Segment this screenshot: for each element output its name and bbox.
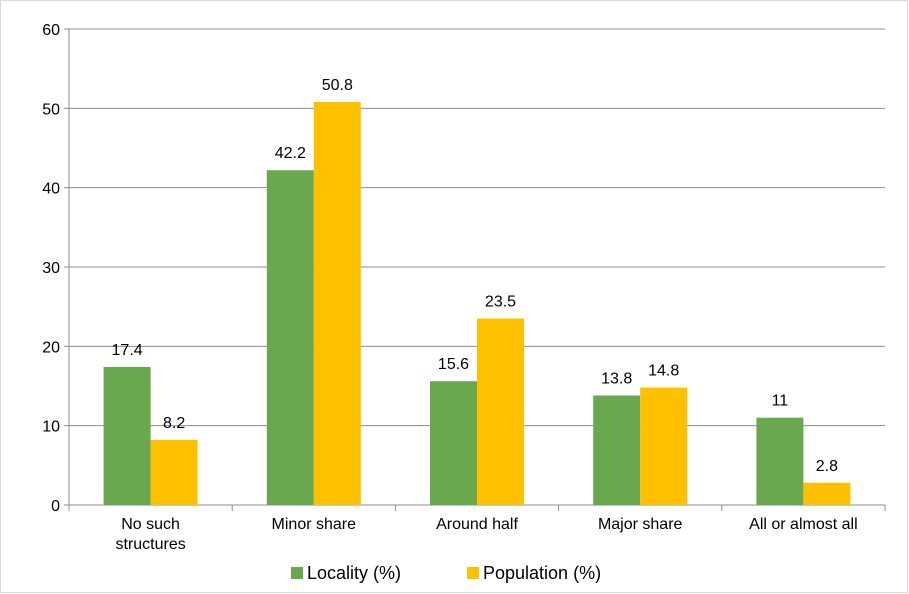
y-tick-label: 40 xyxy=(42,181,60,198)
data-label: 17.4 xyxy=(112,342,143,359)
bar-locality xyxy=(756,417,804,505)
y-tick-label: 20 xyxy=(42,339,60,356)
legend-swatch xyxy=(467,567,479,579)
bar-locality xyxy=(593,395,641,505)
bar-population xyxy=(803,482,851,505)
y-tick-label: 30 xyxy=(42,260,60,277)
data-label: 11 xyxy=(772,393,789,410)
bar-locality xyxy=(430,381,477,505)
data-label: 13.8 xyxy=(601,371,632,388)
x-tick-label: All or almost all xyxy=(749,516,857,533)
y-tick-label: 10 xyxy=(42,419,60,436)
data-label: 23.5 xyxy=(485,294,516,311)
bar-locality xyxy=(103,366,151,505)
data-label: 42.2 xyxy=(275,145,306,162)
bar-population xyxy=(640,387,688,505)
bar-locality xyxy=(266,170,314,506)
x-tick-label: Around half xyxy=(436,516,518,533)
y-tick-label: 0 xyxy=(51,498,60,515)
axes: 0 10 20 30 40 50 60 No such structures Minor shar… xyxy=(42,22,886,553)
gridlines xyxy=(69,28,885,427)
bars xyxy=(103,101,851,506)
legend: Locality (%) Population (%) xyxy=(291,563,601,583)
y-tick-label: 60 xyxy=(42,22,60,39)
data-labels: 17.4 8.2 42.2 50.8 15.6 23.5 13.8 14.8 11 2.8 xyxy=(112,77,839,475)
data-label: 15.6 xyxy=(438,356,469,373)
x-tick-label: No such structures xyxy=(115,516,185,553)
bar-population xyxy=(477,318,524,505)
legend-label: Locality (%) xyxy=(307,563,401,583)
data-label: 14.8 xyxy=(648,363,679,380)
bar-population xyxy=(150,439,198,505)
data-label: 50.8 xyxy=(322,77,353,94)
data-label: 8.2 xyxy=(163,415,185,432)
bar-population xyxy=(313,101,361,505)
legend-swatch xyxy=(291,567,303,579)
legend-label: Population (%) xyxy=(483,563,601,583)
x-tick-label: Minor share xyxy=(272,516,357,533)
y-tick-label: 50 xyxy=(42,101,60,118)
data-label: 2.8 xyxy=(816,458,838,475)
x-tick-label: Major share xyxy=(598,516,683,533)
